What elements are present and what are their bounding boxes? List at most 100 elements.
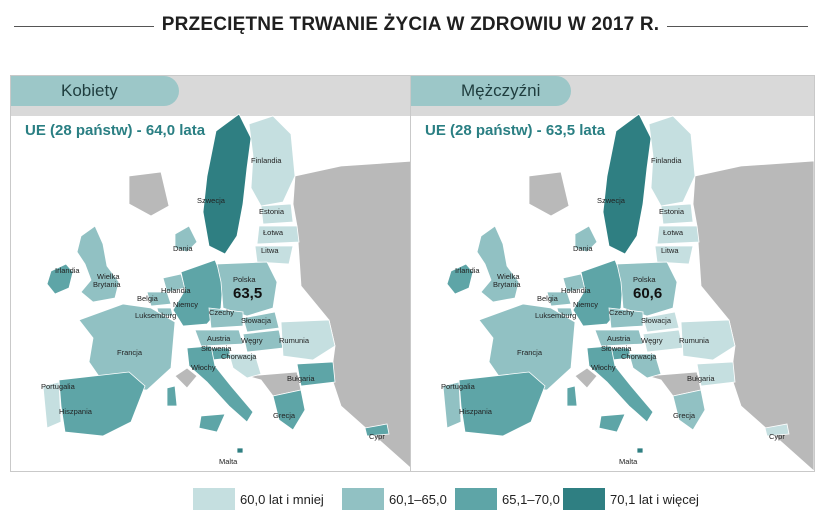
country-label-irlandia: Irlandia — [455, 266, 480, 275]
country-austria — [194, 329, 244, 347]
country-finlandia — [648, 115, 696, 207]
country-label-belgia: Belgia — [537, 294, 558, 303]
country-label-polska: Polska — [233, 275, 256, 284]
country-label-holandia: Holandia — [161, 286, 191, 295]
non-eu-region-3 — [174, 367, 198, 389]
country-label-malta: Malta — [619, 457, 638, 466]
country-hiszpania — [58, 371, 146, 437]
country-label-wegry: Węgry — [641, 336, 663, 345]
country-bułgaria — [296, 361, 336, 387]
panel-tab: Mężczyźni — [411, 76, 571, 106]
country-grecja — [672, 389, 706, 431]
country-label-litwa: Litwa — [661, 246, 679, 255]
country-label-finlandia: Finlandia — [651, 156, 682, 165]
country-label-lotwa: Łotwa — [663, 228, 684, 237]
country-słowacja — [642, 311, 680, 333]
country-włochy — [566, 345, 654, 433]
country-label-cypr: Cypr — [769, 432, 785, 441]
country-label-malta: Malta — [219, 457, 238, 466]
country-label-slowenia: Słowenia — [601, 344, 632, 353]
country-belgia — [146, 291, 172, 307]
country-label-niemcy: Niemcy — [573, 300, 599, 309]
country-label-finlandia: Finlandia — [251, 156, 282, 165]
map-panel-women: Kobiety UE (28 państw) - 64,0 lata Finland… — [10, 75, 415, 472]
country-grecja — [272, 389, 306, 431]
title-bar: PRZECIĘTNE TRWANIE ŻYCIA W ZDROWIU W 201… — [0, 14, 821, 38]
country-czechy — [208, 307, 244, 329]
legend-swatch-4 — [563, 488, 605, 510]
country-label-dania: Dania — [173, 244, 193, 253]
country-label-slowenia: Słowenia — [201, 344, 232, 353]
europe-map — [411, 76, 814, 471]
country-label-portugalia: Portugalia — [441, 382, 475, 391]
non-eu-region-2 — [128, 171, 170, 217]
country-polska — [216, 261, 278, 317]
country-label-rumunia: Rumunia — [279, 336, 310, 345]
country-label-lotwa: Łotwa — [263, 228, 284, 237]
legend-swatch-1 — [193, 488, 235, 510]
legend-label-1: 60,0 lat i mniej — [240, 492, 324, 507]
country-litwa — [654, 245, 694, 265]
country-malta — [236, 447, 244, 454]
country-wielka-brytania — [76, 225, 120, 303]
title-rule-left — [14, 26, 194, 27]
country-łotwa — [656, 225, 700, 245]
country-label-polska: Polska — [633, 275, 656, 284]
non-eu-region-3 — [574, 367, 598, 389]
country-label-grecja: Grecja — [673, 411, 696, 420]
country-label-litwa: Litwa — [261, 246, 279, 255]
country-belgia — [546, 291, 572, 307]
country-francja — [78, 303, 176, 391]
country-label-luksemburg: Luksemburg — [135, 311, 177, 320]
country-irlandia — [446, 263, 474, 295]
country-dania — [174, 225, 198, 253]
country-label-estonia: Estonia — [659, 207, 685, 216]
country-label-rumunia: Rumunia — [679, 336, 710, 345]
legend-label-4: 70,1 lat i więcej — [610, 492, 699, 507]
country-austria — [594, 329, 644, 347]
poland-value: 60,6 — [633, 285, 663, 302]
country-litwa — [254, 245, 294, 265]
country-label-wlochy: Włochy — [191, 363, 216, 372]
legend-label-3: 65,1–70,0 — [502, 492, 560, 507]
country-łotwa — [256, 225, 300, 245]
country-label-austria: Austria — [607, 334, 631, 343]
panel-tab: Kobiety — [11, 76, 179, 106]
non-eu-region-0 — [292, 160, 414, 471]
country-portugalia — [442, 381, 462, 429]
chart-title: PRZECIĘTNE TRWANIE ŻYCIA W ZDROWIU W 201… — [0, 14, 821, 36]
country-dania — [574, 225, 598, 253]
country-polska — [616, 261, 678, 317]
country-estonia — [260, 203, 294, 225]
country-label-dania: Dania — [573, 244, 593, 253]
poland-value: 63,5 — [233, 285, 263, 302]
country-label-hiszpania: Hiszpania — [59, 407, 92, 416]
country-label-cypr: Cypr — [369, 432, 385, 441]
country-label-luksemburg: Luksemburg — [535, 311, 577, 320]
legend-swatch-3 — [455, 488, 497, 510]
country-cypr — [764, 423, 790, 437]
country-chorwacja — [228, 353, 262, 379]
country-label-austria: Austria — [207, 334, 231, 343]
country-czechy — [608, 307, 644, 329]
country-label-wb1: Wielka — [97, 272, 120, 281]
country-malta — [636, 447, 644, 454]
non-eu-region-0 — [692, 160, 814, 471]
country-rumunia — [680, 319, 736, 361]
legend-swatch-2 — [342, 488, 384, 510]
country-label-szwecja: Szwecja — [197, 196, 225, 205]
country-chorwacja — [628, 353, 662, 379]
country-irlandia — [46, 263, 74, 295]
eu-average: UE (28 państw) - 64,0 lata — [25, 122, 206, 139]
country-label-wegry: Węgry — [241, 336, 263, 345]
country-finlandia — [248, 115, 296, 207]
country-rumunia — [280, 319, 336, 361]
country-hiszpania — [458, 371, 546, 437]
eu-average: UE (28 państw) - 63,5 lata — [425, 122, 606, 139]
country-label-wb2: Brytania — [493, 280, 521, 289]
country-label-wb2: Brytania — [93, 280, 121, 289]
country-szwecja — [202, 113, 252, 255]
country-cypr — [364, 423, 390, 437]
country-portugalia — [42, 381, 62, 429]
country-label-estonia: Estonia — [259, 207, 285, 216]
